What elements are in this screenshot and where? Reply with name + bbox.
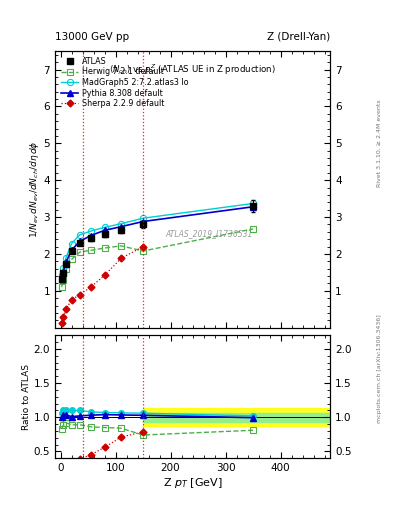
Text: 13000 GeV pp: 13000 GeV pp [55,32,129,41]
Text: Z (Drell-Yan): Z (Drell-Yan) [267,32,330,41]
Text: ATLAS_2019_I1736531: ATLAS_2019_I1736531 [165,229,253,238]
Text: mcplots.cern.ch [arXiv:1306.3436]: mcplots.cern.ch [arXiv:1306.3436] [377,314,382,423]
Text: $\langle N_{ch}\rangle$ vs $p^Z_T$ (ATLAS UE in Z production): $\langle N_{ch}\rangle$ vs $p^Z_T$ (ATLA… [109,62,276,77]
X-axis label: Z $p_T$ [GeV]: Z $p_T$ [GeV] [163,476,222,490]
Text: Rivet 3.1.10, ≥ 2.4M events: Rivet 3.1.10, ≥ 2.4M events [377,99,382,187]
Y-axis label: $1/N_{ev}\,dN_{ev}/dN_{ch}/d\eta\,d\phi$: $1/N_{ev}\,dN_{ev}/dN_{ch}/d\eta\,d\phi$ [28,141,41,238]
Legend: ATLAS, Herwig 7.2.1 default, MadGraph5 2:7.2.atlas3 lo, Pythia 8.308 default, Sh: ATLAS, Herwig 7.2.1 default, MadGraph5 2… [59,55,190,110]
Y-axis label: Ratio to ATLAS: Ratio to ATLAS [22,364,31,430]
